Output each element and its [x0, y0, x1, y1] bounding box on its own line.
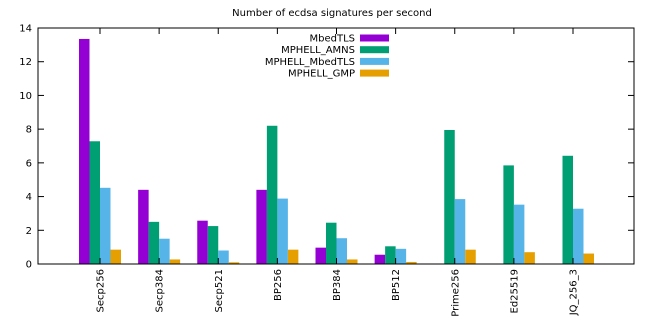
bar-mphell-gmp-prime256 [465, 249, 476, 264]
legend-label-mbedtls: MbedTLS [309, 34, 355, 45]
y-tick-label: 8 [26, 125, 32, 136]
bar-mphell-gmp-bp384 [347, 259, 358, 264]
x-tick-label-bp256: BP256 [273, 269, 284, 301]
y-tick-label: 2 [26, 226, 32, 237]
bar-mphell-mbedtls-bp256 [277, 198, 288, 264]
y-tick-label: 4 [26, 192, 32, 203]
bar-mphell-amns-prime256 [444, 129, 455, 264]
bar-mphell-mbedtls-secp256 [100, 187, 111, 264]
x-tick-label-secp256: Secp256 [96, 269, 107, 312]
bar-mphell-gmp-ed25519 [524, 252, 535, 264]
plot-frame [37, 27, 635, 265]
bar-mphell-amns-secp256 [89, 141, 100, 264]
bar-mbedtls-bp256 [256, 189, 267, 264]
bar-mphell-amns-bp384 [326, 222, 337, 264]
bar-mphell-mbedtls-secp384 [159, 238, 170, 264]
legend-label-mphell-amns: MPHELL_AMNS [281, 45, 355, 56]
bar-mphell-mbedtls-bp384 [336, 238, 347, 264]
bar-mphell-amns-bp256 [266, 125, 278, 265]
bar-mbedtls-bp512 [374, 254, 386, 264]
x-tick-label-jq-256-3: JQ_256_3 [569, 269, 580, 316]
bar-mphell-mbedtls-prime256 [454, 199, 466, 264]
bar-mphell-gmp-secp521 [228, 262, 240, 264]
legend-swatch-mphell-mbedtls [360, 57, 389, 65]
y-tick-label: 6 [26, 158, 32, 169]
bar-mphell-mbedtls-ed25519 [513, 204, 525, 264]
legend-swatch-mphell-amns [360, 46, 389, 54]
bar-mphell-gmp-bp512 [406, 261, 417, 264]
bar-mbedtls-secp384 [138, 189, 149, 264]
y-tick-label: 10 [19, 91, 32, 102]
bar-mbedtls-secp256 [79, 38, 90, 265]
bar-mphell-mbedtls-bp512 [395, 248, 407, 264]
x-tick-label-bp384: BP384 [332, 269, 343, 301]
x-tick-label-secp384: Secp384 [155, 269, 166, 312]
y-tick-label: 12 [19, 57, 32, 68]
legend-swatch-mbedtls [360, 34, 389, 42]
legend: MbedTLSMPHELL_AMNSMPHELL_MbedTLSMPHELL_G… [265, 34, 389, 80]
bar-mphell-amns-ed25519 [503, 165, 514, 264]
x-tick-label-ed25519: Ed25519 [509, 269, 520, 313]
bar-mphell-amns-secp521 [207, 226, 219, 264]
bar-mphell-gmp-bp256 [287, 249, 299, 264]
bar-mphell-mbedtls-jq-256-3 [573, 208, 584, 264]
legend-label-mphell-mbedtls: MPHELL_MbedTLS [265, 57, 355, 68]
plot-area: 0 2 4 6 8 10 12 14 Secp256 Secp384 Secp521 BP256 BP3… [19, 24, 634, 317]
legend-swatch-mphell-gmp [360, 69, 389, 77]
y-tick-label: 14 [19, 24, 32, 35]
y-tick-label: 0 [26, 260, 32, 271]
bar-mphell-amns-bp512 [385, 246, 396, 264]
bar-mbedtls-bp384 [315, 247, 326, 264]
bar-mbedtls-secp521 [197, 220, 208, 264]
x-tick-label-secp521: Secp521 [214, 269, 225, 312]
x-tick-label-prime256: Prime256 [450, 269, 461, 317]
bar-mphell-gmp-jq-256-3 [583, 253, 594, 264]
chart-title: Number of ecdsa signatures per second [232, 8, 432, 19]
bar-mphell-gmp-secp256 [110, 249, 121, 264]
legend-label-mphell-gmp: MPHELL_GMP [288, 69, 355, 80]
bar-mphell-mbedtls-secp521 [218, 250, 229, 264]
x-tick-label-bp512: BP512 [391, 269, 402, 301]
bar-mphell-amns-secp384 [148, 221, 160, 264]
bar-mphell-gmp-secp384 [169, 259, 181, 264]
bar-mphell-amns-jq-256-3 [562, 155, 573, 264]
